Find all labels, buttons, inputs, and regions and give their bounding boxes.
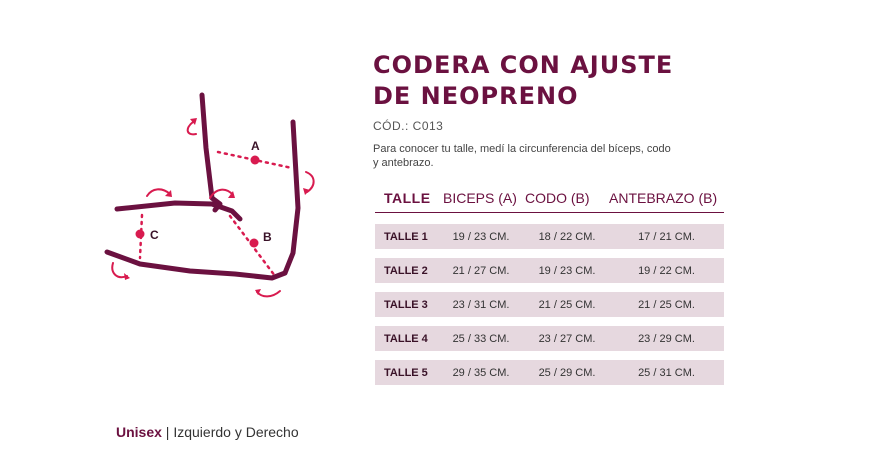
product-title-line2: DE NEOPRENO [373,82,579,110]
elbow-cell: 25 / 29 CM. [538,366,596,379]
arrowhead [303,188,310,195]
rotation-arrow-icon [256,290,281,298]
biceps-cell: 25 / 33 CM. [452,332,510,345]
arrowhead [255,289,261,295]
forearm-cell: 23 / 29 CM. [638,332,695,345]
forearm-cell: 19 / 22 CM. [638,264,695,277]
rotation-arrow-icon [146,188,171,197]
size-table-header: TALLE BICEPS (A) CODO (B) ANTEBRAZO (B) [375,184,724,213]
label-c: C [150,228,159,242]
header-size: TALLE [384,190,431,206]
arrowhead [165,190,172,197]
size-cell: TALLE 5 [384,366,428,379]
size-cell: TALLE 3 [384,298,428,311]
footer-note: Unisex | Izquierdo y Derecho [116,424,299,440]
product-title: CODERA CON AJUSTE DE NEOPRENO [373,50,793,112]
point-a-dot [250,155,260,165]
footer-unisex: Unisex [116,424,162,440]
point-b-dot [249,238,259,248]
label-b: B [263,230,272,244]
elbow-cell: 19 / 23 CM. [538,264,596,277]
rotation-arrow-icon [186,121,197,136]
elbow-cell: 18 / 22 CM. [538,230,596,243]
arrowhead [190,118,197,125]
point-c-dot [135,229,145,239]
header-biceps: BICEPS (A) [443,190,517,206]
elbow-cell: 21 / 25 CM. [538,298,596,311]
biceps-cell: 19 / 23 CM. [452,230,510,243]
header-forearm: ANTEBRAZO (B) [609,190,718,206]
biceps-cell: 29 / 35 CM. [452,366,510,379]
product-code: CÓD.: C013 [373,119,444,133]
measure-instructions: Para conocer tu talle, medí la circunfer… [373,143,671,169]
size-cell: TALLE 2 [384,264,428,277]
table-row: TALLE 5 29 / 35 CM. 25 / 29 CM. 25 / 31 … [375,360,724,385]
elbow-cell: 23 / 27 CM. [538,332,596,345]
product-title-line1: CODERA CON AJUSTE [373,51,674,79]
table-row: TALLE 2 21 / 27 CM. 19 / 23 CM. 19 / 22 … [375,258,724,283]
table-row: TALLE 4 25 / 33 CM. 23 / 27 CM. 23 / 29 … [375,326,724,351]
label-a: A [251,139,260,153]
forearm-cell: 21 / 25 CM. [638,298,695,311]
upper-arm-right-edge [282,119,301,276]
arrowhead [124,273,130,280]
forearm-cell: 25 / 31 CM. [638,366,695,379]
elbow-measurement-illustration: A B C [104,92,315,298]
size-table-body: TALLE 1 19 / 23 CM. 18 / 22 CM. 17 / 21 … [375,224,724,385]
table-row: TALLE 1 19 / 23 CM. 18 / 22 CM. 17 / 21 … [375,224,724,249]
biceps-cell: 21 / 27 CM. [452,264,510,277]
header-elbow: CODO (B) [525,190,590,206]
table-row: TALLE 3 23 / 31 CM. 21 / 25 CM. 21 / 25 … [375,292,724,317]
rotation-arrow-icon [305,171,315,193]
footer-sides: | Izquierdo y Derecho [161,424,299,440]
forearm-top-edge [114,200,243,222]
size-table: TALLE BICEPS (A) CODO (B) ANTEBRAZO (B) … [375,184,724,385]
rotation-arrow-icon [209,188,234,199]
size-cell: TALLE 4 [384,332,428,345]
size-cell: TALLE 1 [384,230,428,243]
forearm-cell: 17 / 21 CM. [638,230,695,243]
forearm-bottom-edge [104,249,288,281]
biceps-cell: 23 / 31 CM. [452,298,510,311]
arrowhead [228,191,235,198]
